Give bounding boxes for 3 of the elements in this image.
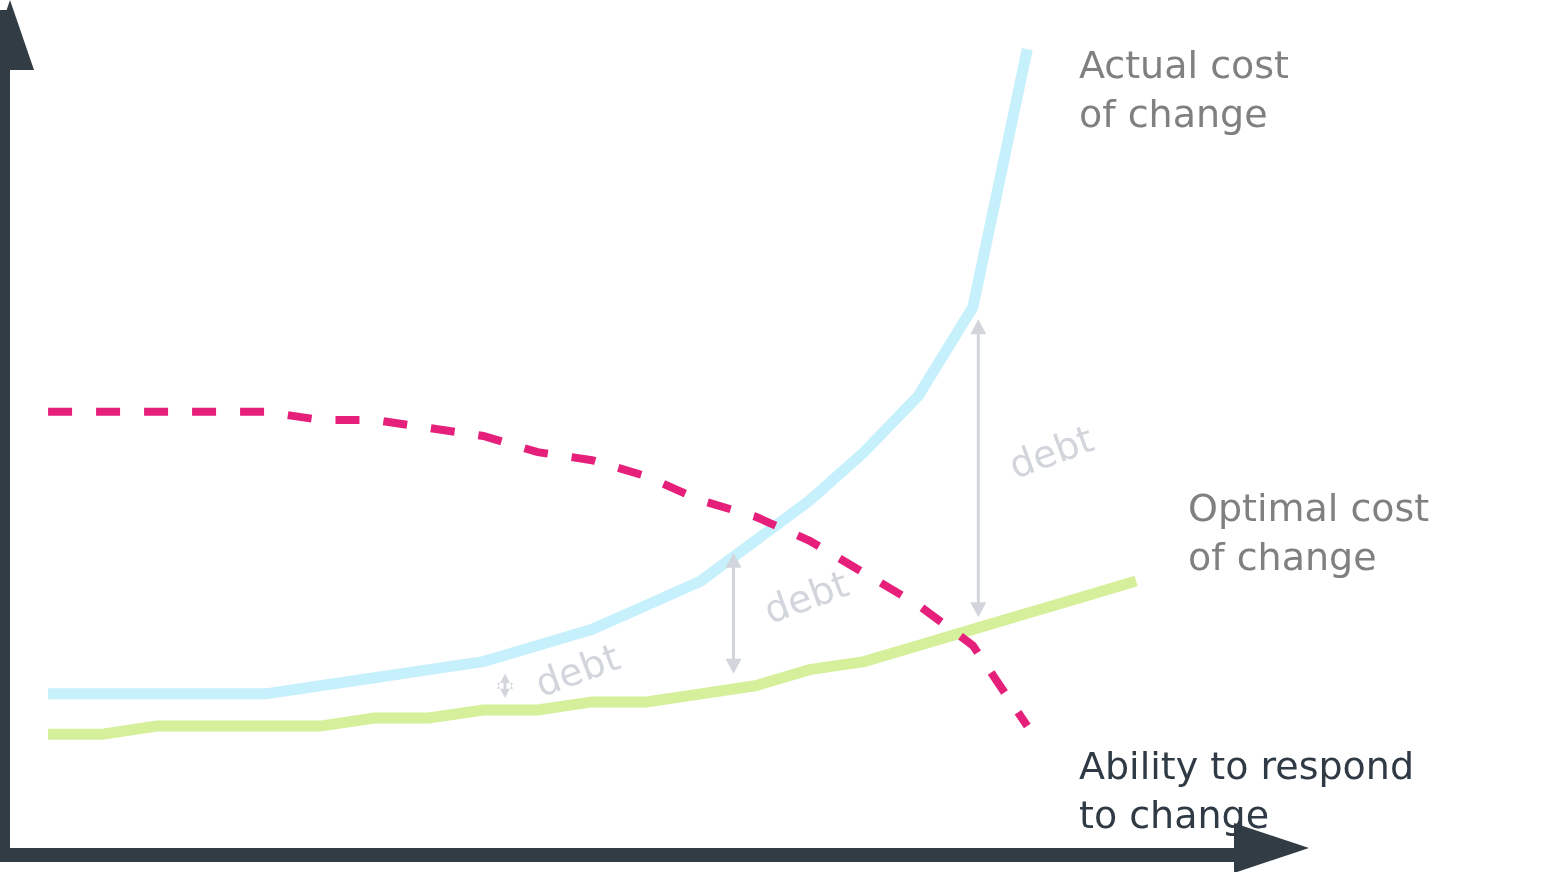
series-label: Ability to respond to change	[1079, 744, 1415, 838]
series-label: Optimal cost of change	[1188, 486, 1430, 580]
series-label: Actual cost of change	[1079, 43, 1289, 137]
